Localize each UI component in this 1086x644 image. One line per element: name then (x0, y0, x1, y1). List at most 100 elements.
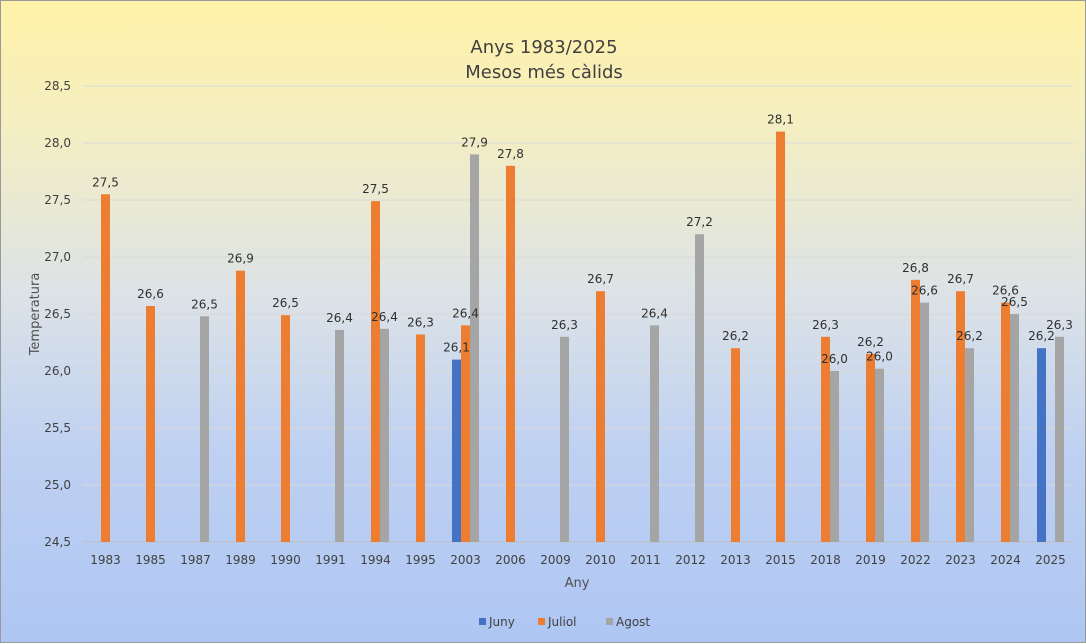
bar-juliol (596, 291, 605, 542)
bar-agost (920, 302, 929, 542)
bar-agost (470, 154, 479, 542)
data-label: 27,9 (461, 135, 488, 149)
legend-label-agost: Agost (616, 615, 650, 629)
data-label: 26,3 (812, 318, 839, 332)
data-label: 26,6 (911, 284, 938, 298)
bar-agost (380, 328, 389, 542)
x-axis-ticks: 1983 1985 1987 1989 1990 1991 1994 1995 2003 2006… (90, 553, 1066, 567)
bar-juliol (1001, 302, 1010, 542)
bar-juliol (281, 315, 290, 542)
x-tick-label: 1987 (180, 553, 211, 567)
data-label: 26,6 (137, 287, 164, 301)
chart-title: Anys 1983/2025 (470, 37, 617, 58)
y-axis-ticks: 24,5 25,0 25,5 26,0 26,5 27,0 27,5 28,0 28,5 (44, 79, 71, 549)
x-tick-label: 1991 (315, 553, 346, 567)
x-tick-label: 1983 (90, 553, 121, 567)
bar-juliol (461, 325, 470, 542)
x-axis-label: Any (565, 576, 590, 591)
data-label: 26,9 (227, 252, 254, 266)
legend-swatch-juliol (538, 618, 545, 625)
y-tick-label: 25,5 (44, 421, 71, 435)
bar-agost (560, 336, 569, 542)
x-tick-label: 2025 (1035, 553, 1066, 567)
x-tick-label: 2019 (855, 553, 886, 567)
legend-swatch-agost (606, 618, 613, 625)
bar-agost (1055, 336, 1064, 542)
gridlines (83, 85, 1073, 543)
x-tick-label: 1989 (225, 553, 256, 567)
x-tick-label: 2012 (675, 553, 706, 567)
data-label: 26,0 (821, 352, 848, 366)
data-label: 26,2 (857, 335, 884, 349)
y-tick-label: 26,0 (44, 364, 71, 378)
bar-agost (200, 316, 209, 542)
data-label: 27,5 (362, 182, 389, 196)
bar-juliol (911, 279, 920, 542)
bar-juliol (956, 291, 965, 542)
legend: Juny Juliol Agost (479, 615, 650, 629)
data-label: 26,7 (947, 272, 974, 286)
x-tick-label: 2011 (630, 553, 661, 567)
bar-agost (830, 371, 839, 542)
data-label: 26,3 (407, 316, 434, 330)
bar-juliol (146, 306, 155, 542)
bar-agost (650, 325, 659, 542)
x-tick-label: 2018 (810, 553, 841, 567)
data-label: 26,3 (1046, 318, 1073, 332)
bar-agost (875, 368, 884, 542)
bar-juliol (731, 348, 740, 542)
data-label: 27,8 (497, 147, 524, 161)
y-axis-label: Temperatura (28, 273, 43, 357)
y-tick-label: 28,0 (44, 136, 71, 150)
x-tick-label: 1990 (270, 553, 301, 567)
x-tick-label: 2024 (990, 553, 1021, 567)
x-tick-label: 1985 (135, 553, 166, 567)
bar-juliol (101, 194, 110, 543)
data-label: 26,7 (587, 272, 614, 286)
bar-juliol (866, 353, 875, 542)
legend-swatch-juny (479, 618, 486, 625)
data-label: 27,2 (686, 215, 713, 229)
bar-juliol (416, 334, 425, 542)
x-tick-label: 2010 (585, 553, 616, 567)
x-tick-label: 2023 (945, 553, 976, 567)
data-label: 26,1 (443, 341, 470, 355)
x-tick-label: 2013 (720, 553, 751, 567)
y-tick-label: 24,5 (44, 535, 71, 549)
legend-label-juny: Juny (488, 615, 515, 629)
x-tick-label: 2022 (900, 553, 931, 567)
bar-agost (335, 329, 344, 542)
data-label: 26,4 (371, 310, 398, 324)
bar-juliol (236, 270, 245, 542)
bar-agost (695, 234, 704, 542)
data-label: 26,2 (956, 329, 983, 343)
data-label: 26,2 (1028, 329, 1055, 343)
data-label: 26,5 (272, 296, 299, 310)
y-tick-label: 27,0 (44, 250, 71, 264)
x-tick-label: 2015 (765, 553, 796, 567)
y-tick-label: 25,0 (44, 478, 71, 492)
data-labels: 27,526,626,526,926,526,427,526,4 26,326,1… (92, 113, 1073, 366)
bar-juny (452, 359, 461, 542)
x-tick-label: 2003 (450, 553, 481, 567)
x-tick-label: 1995 (405, 553, 436, 567)
data-label: 26,4 (641, 306, 668, 320)
chart-subtitle: Mesos més càlids (465, 62, 623, 83)
data-label: 26,6 (992, 284, 1019, 298)
bar-agost (965, 348, 974, 542)
y-tick-label: 26,5 (44, 307, 71, 321)
data-label: 26,4 (326, 311, 353, 325)
legend-label-juliol: Juliol (547, 615, 577, 629)
bar-juny (1037, 348, 1046, 542)
data-label: 26,2 (722, 329, 749, 343)
bar-juliol (506, 165, 515, 543)
data-label: 26,5 (191, 297, 218, 311)
data-label: 26,4 (452, 306, 479, 320)
y-tick-label: 27,5 (44, 193, 71, 207)
data-label: 26,8 (902, 261, 929, 275)
bars (101, 131, 1064, 543)
bar-juliol (371, 201, 380, 542)
data-label: 26,5 (1001, 295, 1028, 309)
